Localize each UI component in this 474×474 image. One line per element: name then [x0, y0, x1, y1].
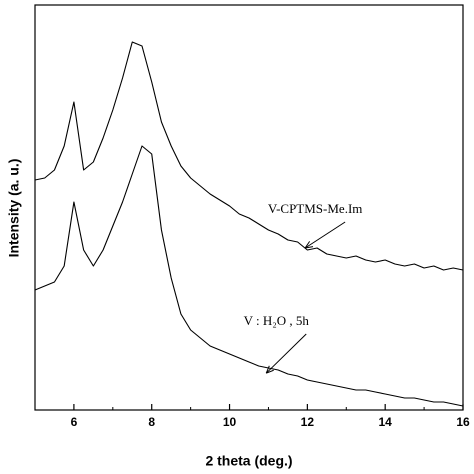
annotation-arrow [265, 333, 307, 374]
xrd-pattern [34, 145, 464, 407]
x-tick-label: 10 [223, 415, 237, 429]
x-tick-label: 14 [379, 415, 393, 429]
x-axis-label: 2 theta (deg.) [205, 453, 292, 469]
xrd-pattern [34, 41, 464, 271]
annotation: V : H₂O , 5h [244, 313, 310, 328]
annotation-arrow [304, 221, 346, 249]
x-tick-label: 6 [71, 415, 78, 429]
plot-frame [34, 4, 464, 411]
annotation: V-CPTMS-Me.Im [268, 201, 363, 216]
x-tick-label: 8 [148, 415, 155, 429]
arrow-head [304, 241, 314, 249]
arrow-head [265, 365, 274, 374]
x-tick-label: 16 [456, 415, 470, 429]
x-tick-label: 12 [301, 415, 315, 429]
y-axis-label: Intensity (a. u.) [6, 159, 22, 258]
